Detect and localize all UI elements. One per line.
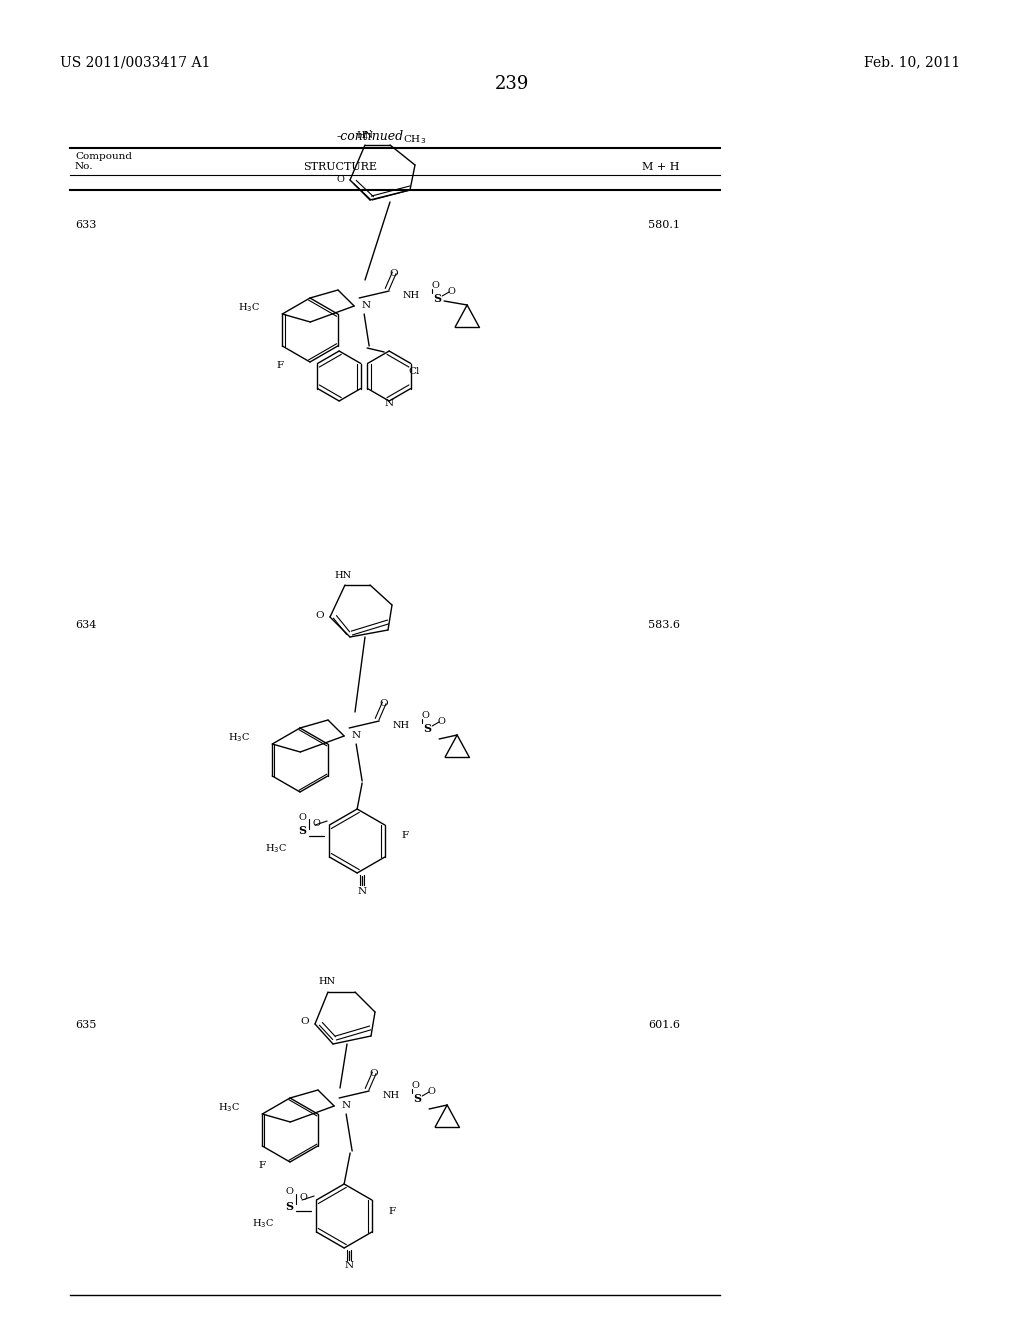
Text: H$_3$C: H$_3$C (218, 1102, 240, 1114)
Text: O: O (390, 268, 398, 277)
Text: 580.1: 580.1 (648, 220, 680, 230)
Text: CH$_3$: CH$_3$ (403, 133, 427, 147)
Text: F: F (258, 1160, 265, 1170)
Text: NH: NH (383, 1092, 399, 1101)
Text: S: S (285, 1200, 293, 1212)
Text: 239: 239 (495, 75, 529, 92)
Text: O: O (447, 286, 455, 296)
Text: F: F (276, 360, 284, 370)
Text: N: N (345, 1262, 353, 1270)
Text: O: O (315, 610, 325, 619)
Text: S: S (423, 723, 431, 734)
Text: O: O (380, 698, 388, 708)
Text: Compound: Compound (75, 152, 132, 161)
Text: US 2011/0033417 A1: US 2011/0033417 A1 (60, 55, 210, 69)
Text: O: O (431, 281, 439, 289)
Text: O: O (370, 1068, 379, 1077)
Text: S: S (433, 293, 441, 305)
Text: O: O (301, 1018, 309, 1027)
Text: 633: 633 (75, 220, 96, 230)
Text: O: O (427, 1086, 435, 1096)
Text: Feb. 10, 2011: Feb. 10, 2011 (864, 55, 961, 69)
Text: 635: 635 (75, 1020, 96, 1030)
Text: H$_3$C: H$_3$C (228, 731, 250, 744)
Text: N: N (385, 400, 393, 408)
Text: O: O (298, 813, 306, 821)
Text: 583.6: 583.6 (648, 620, 680, 630)
Text: S: S (298, 825, 306, 837)
Text: NH: NH (402, 292, 420, 301)
Text: -continued: -continued (337, 129, 403, 143)
Text: S: S (413, 1093, 421, 1105)
Text: NH: NH (392, 722, 410, 730)
Text: H$_3$C: H$_3$C (265, 842, 287, 855)
Text: H$_3$C: H$_3$C (238, 301, 260, 314)
Text: O: O (312, 818, 321, 828)
Text: No.: No. (75, 162, 93, 172)
Text: O: O (412, 1081, 419, 1089)
Text: STRUCTURE: STRUCTURE (303, 162, 377, 172)
Text: N: N (351, 731, 360, 741)
Text: HN: HN (335, 570, 351, 579)
Text: H$_3$C: H$_3$C (252, 1217, 274, 1230)
Text: O: O (437, 717, 445, 726)
Text: N: N (361, 301, 371, 310)
Text: N: N (357, 887, 367, 895)
Text: 634: 634 (75, 620, 96, 630)
Text: O: O (286, 1188, 293, 1196)
Text: HN: HN (356, 131, 374, 140)
Text: M + H: M + H (642, 162, 680, 172)
Text: O: O (336, 176, 344, 185)
Text: HN: HN (318, 978, 336, 986)
Text: O: O (421, 710, 429, 719)
Text: Cl: Cl (409, 367, 420, 375)
Text: F: F (388, 1206, 395, 1216)
Text: F: F (401, 832, 409, 841)
Text: O: O (299, 1193, 307, 1203)
Text: 601.6: 601.6 (648, 1020, 680, 1030)
Text: N: N (342, 1101, 350, 1110)
